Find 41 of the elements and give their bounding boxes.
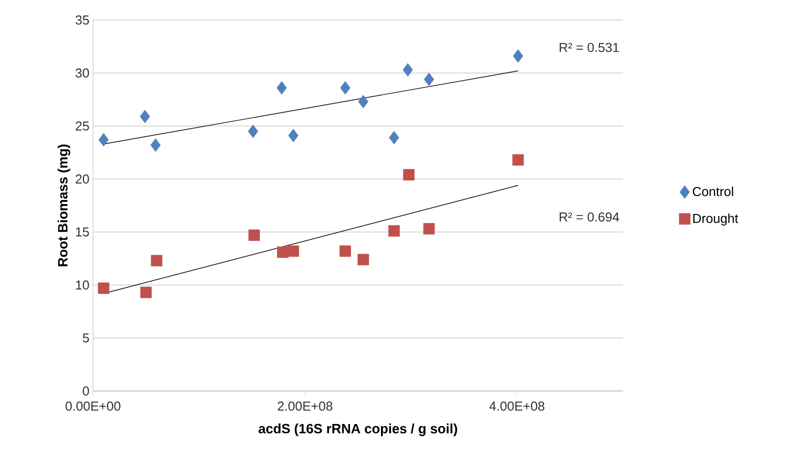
legend-label: Control (692, 186, 734, 196)
point (277, 246, 288, 258)
y-tick-label: 20 (76, 174, 89, 184)
y-tick-label: 15 (76, 227, 89, 237)
x-tick-label: 2.00E+08 (278, 402, 332, 411)
x-axis-title: acdS (16S rRNA copies / g soil) (258, 424, 458, 436)
point (512, 49, 524, 63)
point (98, 282, 110, 294)
point (288, 128, 298, 142)
point (358, 254, 369, 266)
x-tick-label: 4.00E+08 (489, 402, 544, 411)
y-tick-label: 25 (76, 121, 89, 131)
annotation: R² = 0.694 (560, 212, 620, 222)
y-axis-title: Root Biomass (mg) (58, 144, 70, 266)
point (276, 81, 287, 95)
y-tick-label: 10 (76, 280, 89, 290)
point (388, 225, 400, 237)
point (388, 130, 400, 144)
x-tick-label: 0.00E+00 (66, 402, 120, 411)
point (403, 169, 415, 180)
point (358, 94, 368, 108)
point (140, 286, 152, 298)
point (98, 133, 109, 146)
point (424, 72, 434, 86)
y-tick-label: 0 (82, 386, 89, 396)
point (150, 138, 161, 152)
y-tick-label: 30 (76, 68, 89, 78)
point (402, 63, 413, 77)
legend-label: Drought (693, 213, 738, 226)
point (340, 81, 350, 95)
point (248, 124, 258, 138)
annotation: R² = 0.531 (560, 42, 619, 52)
point (512, 154, 524, 166)
point (248, 229, 260, 241)
point (140, 110, 150, 124)
y-tick-label: 35 (76, 15, 89, 25)
point (340, 245, 351, 257)
point (423, 223, 435, 235)
point (288, 245, 300, 257)
point (150, 254, 162, 266)
y-tick-label: 5 (82, 333, 89, 343)
